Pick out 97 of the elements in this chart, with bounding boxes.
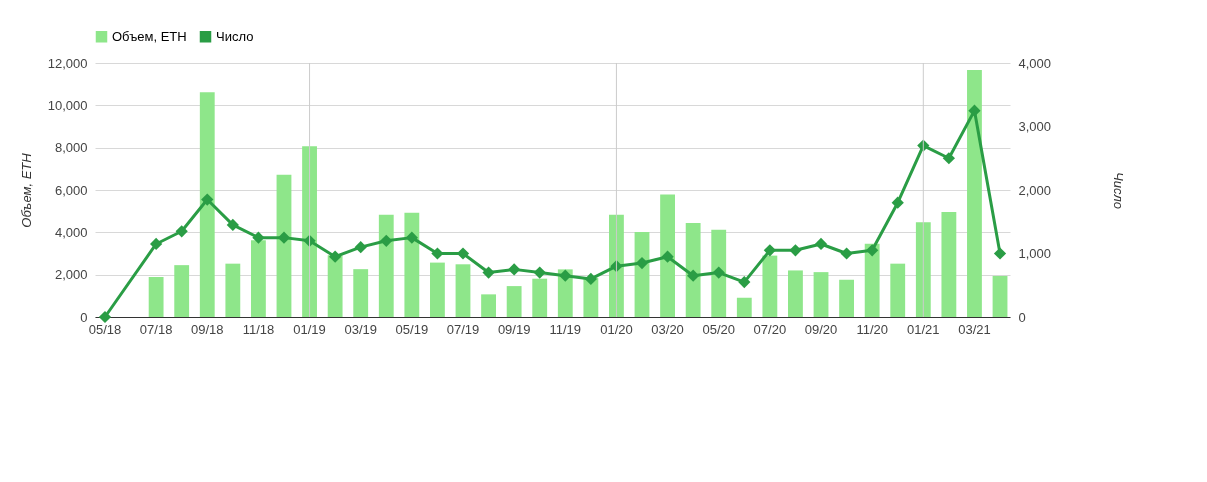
bar — [455, 264, 471, 317]
x-tick-label: 05/18 — [88, 321, 122, 337]
x-tick-label: 11/18 — [242, 321, 275, 337]
bar — [711, 229, 727, 317]
bar — [506, 286, 522, 317]
bar — [992, 275, 1008, 317]
bar — [174, 265, 190, 317]
y-tick-label: 4,000 — [54, 224, 88, 240]
x-tick-label: 07/18 — [139, 321, 173, 337]
bar — [864, 243, 880, 317]
x-tick-label: 09/18 — [190, 321, 224, 337]
y2-tick-label: 0 — [1018, 309, 1026, 325]
y-axis-title: Объем, ETH — [18, 152, 34, 228]
x-tick-label: 09/20 — [804, 321, 838, 337]
point — [993, 247, 1007, 260]
bar — [327, 255, 343, 317]
y-tick-label: 2,000 — [54, 267, 88, 283]
y2-axis-title: Число — [1111, 171, 1127, 210]
point — [635, 256, 649, 270]
bar — [685, 223, 701, 317]
point — [687, 269, 700, 282]
y2-tick-label: 1,000 — [1018, 246, 1052, 261]
bar — [353, 269, 369, 317]
y2-tick-label: 3,000 — [1018, 119, 1052, 134]
y-tick-label: 6,000 — [54, 182, 88, 198]
x-tick-label: 05/20 — [702, 321, 735, 337]
point — [201, 193, 214, 206]
y2-tick-label: 4,000 — [1018, 55, 1052, 71]
y-tick-label: 12,000 — [47, 55, 88, 71]
point — [456, 247, 470, 260]
point — [584, 272, 597, 286]
x-tick-label: 11/19 — [549, 321, 582, 337]
bar — [915, 222, 931, 317]
point — [763, 244, 776, 257]
y-tick-label: 8,000 — [54, 140, 88, 156]
y2-tick-label: 2,000 — [1018, 182, 1052, 198]
point — [968, 104, 981, 117]
point — [226, 218, 239, 232]
bar — [762, 255, 778, 317]
point — [661, 250, 674, 263]
x-tick-label: 01/19 — [293, 321, 326, 337]
point — [814, 237, 828, 251]
bar — [481, 294, 496, 317]
x-tick-label: 07/20 — [753, 321, 787, 337]
bar — [634, 232, 650, 317]
point — [277, 231, 291, 244]
point — [380, 234, 393, 247]
point — [98, 310, 112, 324]
bar — [788, 270, 803, 317]
x-tick-label: 03/20 — [651, 321, 684, 337]
bar — [839, 279, 855, 317]
legend-label: Число — [216, 28, 254, 44]
point — [942, 152, 955, 165]
x-tick-label: 09/19 — [497, 321, 531, 337]
x-tick-label: 11/20 — [856, 321, 888, 337]
bar — [736, 297, 752, 317]
bar — [199, 92, 215, 317]
bar — [967, 69, 982, 317]
bar — [813, 272, 829, 317]
x-tick-label: 05/19 — [395, 321, 429, 337]
point — [712, 266, 725, 279]
bar — [225, 263, 241, 317]
bar — [148, 277, 164, 317]
bar — [276, 174, 292, 317]
point — [559, 269, 572, 282]
bar — [404, 212, 420, 317]
x-tick-label: 01/20 — [600, 321, 633, 337]
bar — [250, 240, 266, 317]
bar — [532, 278, 548, 317]
point — [508, 263, 521, 276]
x-tick-label: 03/19 — [344, 321, 377, 337]
point — [789, 244, 802, 257]
x-tick-label: 07/19 — [446, 321, 480, 337]
point — [329, 250, 342, 263]
bar — [941, 212, 957, 317]
bar — [430, 262, 445, 317]
point — [354, 241, 367, 254]
y-tick-label: 0 — [80, 309, 88, 325]
legend-label: Объем, ETH — [112, 28, 187, 44]
point — [840, 247, 853, 260]
x-tick-label: 01/21 — [907, 321, 940, 337]
y-tick-label: 10,000 — [47, 97, 88, 113]
point — [738, 275, 751, 289]
point — [533, 266, 546, 279]
x-tick-label: 03/21 — [958, 321, 991, 337]
point — [175, 225, 188, 238]
bar — [890, 263, 906, 317]
bar — [302, 146, 317, 317]
point — [405, 231, 418, 244]
point — [252, 231, 265, 244]
bar — [583, 277, 599, 317]
bar — [660, 194, 675, 317]
point — [150, 237, 163, 251]
point — [866, 244, 879, 257]
point — [482, 266, 495, 279]
bar — [378, 214, 394, 317]
point — [891, 196, 904, 209]
